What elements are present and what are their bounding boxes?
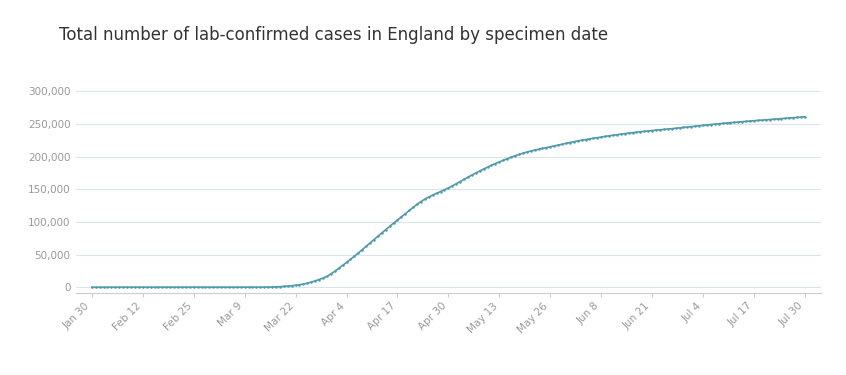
Text: Total number of lab-confirmed cases in England by specimen date: Total number of lab-confirmed cases in E…: [59, 26, 608, 44]
